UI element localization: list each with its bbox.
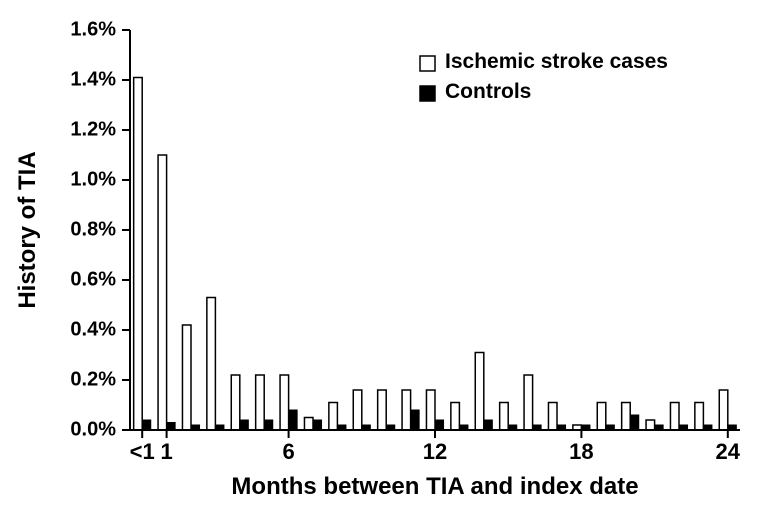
bar-cases-9: [353, 390, 362, 430]
bar-cases-<1: [134, 78, 143, 431]
bar-controls-11: [411, 410, 420, 430]
bar-cases-11: [402, 390, 411, 430]
bar-cases-17: [548, 403, 557, 431]
bar-cases-6: [280, 375, 289, 430]
bar-controls-12: [435, 420, 444, 430]
bar-cases-14: [475, 353, 484, 431]
legend-label-cases: Ischemic stroke cases: [445, 50, 668, 73]
y-tick-label: 0.6%: [70, 268, 116, 290]
chart-svg: 0.0% 0.2% 0.4% 0.6% 0.8% 1.0% 1.2% 1.4% 1.6% <11 6…: [0, 0, 774, 527]
x-tick-label: 1: [160, 439, 172, 464]
y-tick-label: 1.0%: [70, 168, 116, 190]
bar-cases-2: [182, 325, 191, 430]
bar-controls-14: [484, 420, 493, 430]
bar-cases-10: [378, 390, 387, 430]
y-tick-label: 1.4%: [70, 68, 116, 90]
bar-cases-7: [304, 418, 313, 431]
bar-controls-1: [167, 423, 176, 431]
bar-cases-8: [329, 403, 338, 431]
x-tick-label: 12: [423, 439, 447, 464]
bar-cases-24: [719, 390, 728, 430]
bar-cases-1: [158, 155, 167, 430]
chart-background: [0, 0, 774, 527]
legend-swatch-cases: [420, 56, 435, 71]
bar-cases-20: [622, 403, 631, 431]
x-tick-label: 24: [716, 439, 741, 464]
bar-controls-7: [313, 420, 322, 430]
y-axis-label: History of TIA: [14, 151, 41, 308]
y-tick-label: 0.8%: [70, 218, 116, 240]
bar-controls-4: [240, 420, 249, 430]
bar-controls-5: [264, 420, 273, 430]
bar-cases-15: [500, 403, 509, 431]
x-tick-label: 6: [282, 439, 294, 464]
y-tick-label: 1.6%: [70, 18, 116, 40]
bar-cases-22: [670, 403, 679, 431]
bar-cases-16: [524, 375, 533, 430]
x-tick-label: <1: [130, 439, 155, 464]
bar-cases-19: [597, 403, 606, 431]
y-tick-label: 0.4%: [70, 318, 116, 340]
y-tick-label: 0.0%: [70, 418, 116, 440]
bar-cases-13: [451, 403, 460, 431]
bar-cases-4: [231, 375, 240, 430]
bar-cases-21: [646, 420, 655, 430]
legend-swatch-controls: [420, 86, 435, 101]
x-axis-label: Months between TIA and index date: [231, 473, 638, 500]
bar-controls-<1: [142, 420, 151, 430]
bar-controls-20: [630, 415, 639, 430]
x-tick-label: 18: [569, 439, 593, 464]
bar-controls-6: [289, 410, 298, 430]
bar-cases-5: [256, 375, 265, 430]
bar-cases-12: [426, 390, 435, 430]
legend-label-controls: Controls: [445, 80, 531, 103]
y-tick-label: 1.2%: [70, 118, 116, 140]
y-tick-label: 0.2%: [70, 368, 116, 390]
bar-cases-23: [695, 403, 704, 431]
tia-history-bar-chart: 0.0% 0.2% 0.4% 0.6% 0.8% 1.0% 1.2% 1.4% 1.6% <11 6…: [0, 0, 774, 527]
bar-cases-3: [207, 298, 216, 431]
